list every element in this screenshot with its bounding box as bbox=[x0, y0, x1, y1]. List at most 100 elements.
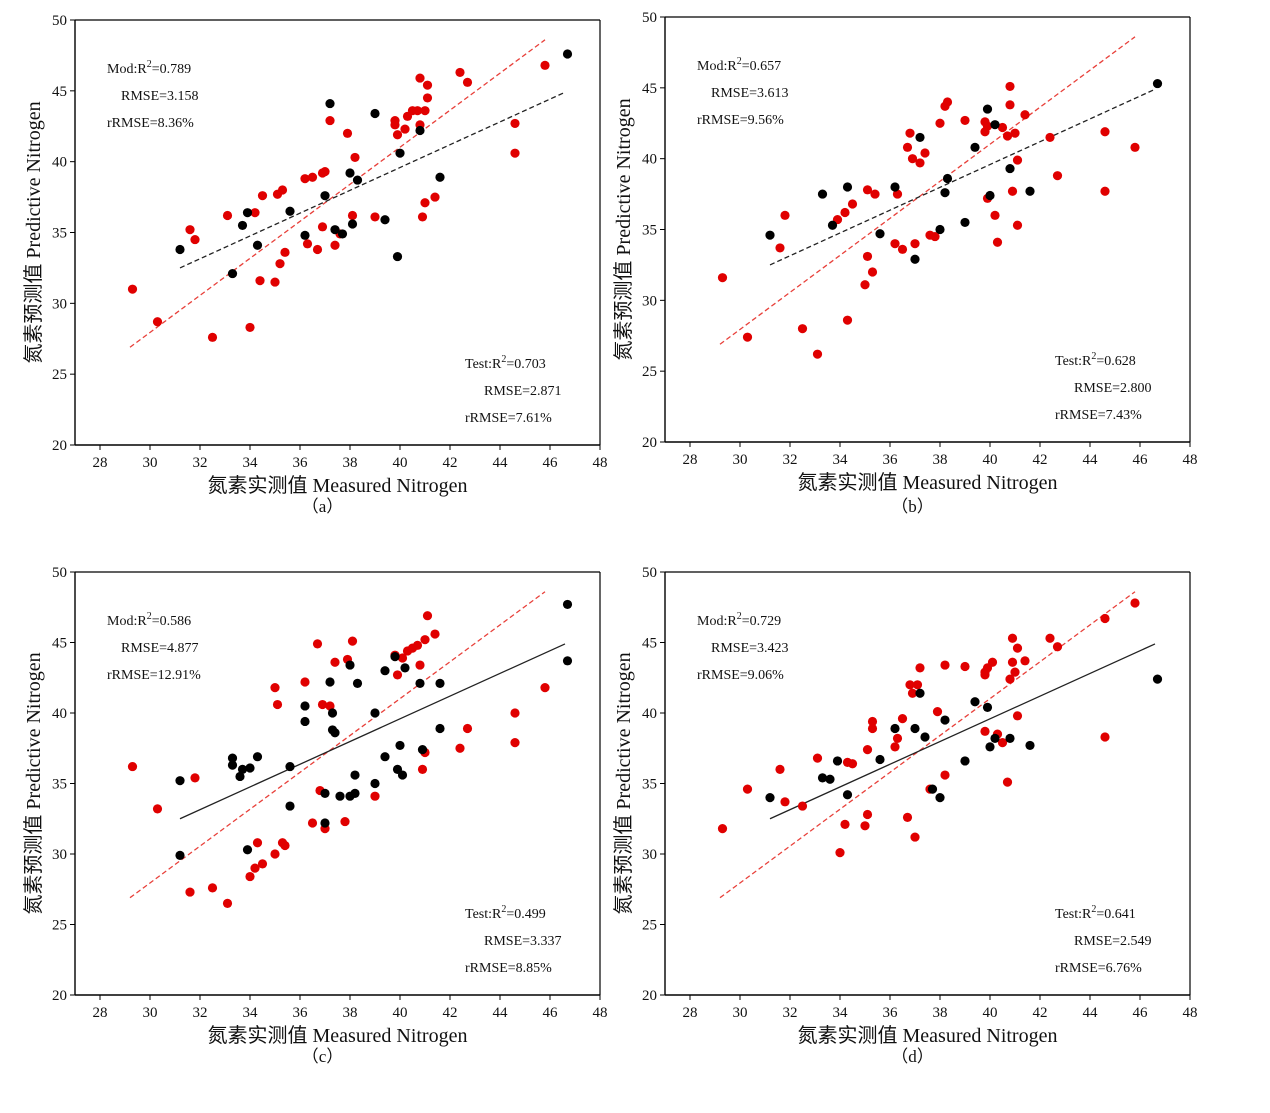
red-data-point bbox=[1012, 220, 1023, 230]
mod-rrmse-label: rRMSE=8.36% bbox=[107, 116, 194, 131]
y-tick-label: 45 bbox=[52, 636, 67, 652]
red-data-point bbox=[930, 231, 940, 242]
red-data-point bbox=[152, 317, 163, 327]
x-tick-label: 44 bbox=[493, 455, 509, 471]
black-data-point bbox=[227, 760, 238, 770]
x-tick-label: 38 bbox=[933, 1005, 948, 1021]
x-tick-label: 42 bbox=[1033, 452, 1048, 468]
x-tick-label: 38 bbox=[343, 1005, 358, 1021]
y-tick-label: 20 bbox=[642, 988, 657, 1004]
x-tick-label: 30 bbox=[143, 455, 158, 471]
reference-line bbox=[129, 591, 546, 899]
red-data-point bbox=[270, 849, 280, 859]
black-data-point bbox=[985, 742, 995, 752]
red-data-point bbox=[860, 821, 870, 831]
black-data-point bbox=[400, 663, 410, 673]
test-rmse-label: RMSE=2.800 bbox=[1074, 381, 1152, 396]
black-data-point bbox=[842, 182, 853, 192]
red-data-point bbox=[1007, 633, 1018, 643]
red-data-point bbox=[742, 784, 753, 794]
red-data-point bbox=[252, 838, 263, 848]
red-data-point bbox=[510, 708, 520, 718]
mod-rrmse-label: rRMSE=9.06% bbox=[697, 668, 784, 683]
black-data-point bbox=[435, 678, 445, 688]
y-tick-label: 35 bbox=[642, 777, 657, 793]
y-tick-label: 50 bbox=[642, 565, 657, 581]
red-data-point bbox=[897, 714, 908, 724]
red-data-point bbox=[300, 174, 310, 184]
x-tick-label: 34 bbox=[243, 455, 259, 471]
x-tick-label: 34 bbox=[243, 1005, 259, 1021]
black-data-point bbox=[252, 240, 263, 250]
red-data-point bbox=[417, 212, 428, 222]
mod-rmse-label: RMSE=3.423 bbox=[711, 641, 789, 656]
red-data-point bbox=[847, 759, 858, 769]
red-data-point bbox=[510, 118, 520, 129]
x-tick-label: 40 bbox=[393, 1005, 408, 1021]
red-data-point bbox=[897, 244, 908, 254]
red-data-point bbox=[1130, 598, 1140, 608]
x-axis-label: 氮素实测值 Measured Nitrogen bbox=[798, 471, 1058, 494]
black-data-point bbox=[915, 132, 925, 143]
red-data-point bbox=[300, 677, 310, 687]
black-data-point bbox=[827, 220, 838, 230]
y-tick-label: 20 bbox=[642, 435, 657, 451]
x-tick-label: 32 bbox=[193, 455, 208, 471]
red-data-point bbox=[1020, 656, 1030, 666]
red-data-point bbox=[1130, 142, 1140, 152]
red-data-point bbox=[207, 883, 218, 893]
mod-r2-label: Mod:R2=0.586 bbox=[107, 611, 191, 629]
black-data-point bbox=[562, 599, 573, 610]
red-data-point bbox=[717, 824, 728, 834]
red-data-point bbox=[915, 158, 925, 168]
black-data-point bbox=[985, 190, 995, 201]
black-data-point bbox=[350, 770, 360, 780]
y-tick-label: 35 bbox=[52, 226, 67, 242]
red-data-point bbox=[412, 106, 423, 116]
red-data-point bbox=[997, 122, 1008, 133]
x-tick-label: 32 bbox=[193, 1005, 208, 1021]
black-data-point bbox=[337, 229, 348, 239]
red-data-point bbox=[907, 154, 918, 164]
black-data-point bbox=[352, 678, 363, 688]
black-data-point bbox=[392, 251, 403, 262]
red-data-point bbox=[307, 818, 318, 828]
y-tick-label: 25 bbox=[52, 367, 67, 383]
y-tick-label: 45 bbox=[642, 81, 657, 97]
red-data-point bbox=[307, 172, 318, 182]
panel-label: （c） bbox=[302, 1047, 344, 1066]
red-data-point bbox=[890, 742, 900, 752]
red-data-point bbox=[980, 726, 990, 736]
black-data-point bbox=[390, 652, 400, 662]
black-data-point bbox=[890, 182, 900, 192]
black-data-point bbox=[175, 776, 185, 786]
red-data-point bbox=[902, 142, 913, 152]
mod-rrmse-label: rRMSE=9.56% bbox=[697, 113, 784, 128]
red-data-point bbox=[317, 699, 328, 710]
black-data-point bbox=[235, 771, 245, 782]
y-tick-label: 30 bbox=[642, 847, 657, 863]
black-data-point bbox=[765, 793, 775, 803]
red-data-point bbox=[222, 898, 233, 908]
y-tick-label: 25 bbox=[642, 364, 657, 380]
red-data-point bbox=[275, 259, 285, 269]
y-tick-label: 30 bbox=[52, 847, 67, 863]
red-data-point bbox=[422, 611, 433, 621]
black-data-point bbox=[395, 148, 405, 158]
chart-panel-2: 28 30 32 34 36 38 40 42 44 46 48 20 25 30 35 40 45 50 氮素实测… bbox=[612, 10, 1198, 516]
red-data-point bbox=[990, 210, 1000, 220]
x-tick-label: 30 bbox=[733, 452, 748, 468]
x-tick-label: 40 bbox=[393, 455, 408, 471]
red-data-point bbox=[245, 322, 255, 333]
x-tick-label: 46 bbox=[543, 1005, 559, 1021]
red-data-point bbox=[907, 688, 918, 698]
red-data-point bbox=[392, 130, 403, 140]
red-data-point bbox=[1007, 657, 1018, 667]
red-data-point bbox=[347, 636, 358, 646]
black-data-point bbox=[325, 98, 335, 109]
black-data-point bbox=[285, 801, 295, 811]
x-tick-label: 48 bbox=[1183, 1005, 1198, 1021]
black-data-point bbox=[970, 142, 980, 152]
red-data-point bbox=[910, 832, 920, 842]
y-tick-label: 20 bbox=[52, 988, 67, 1004]
